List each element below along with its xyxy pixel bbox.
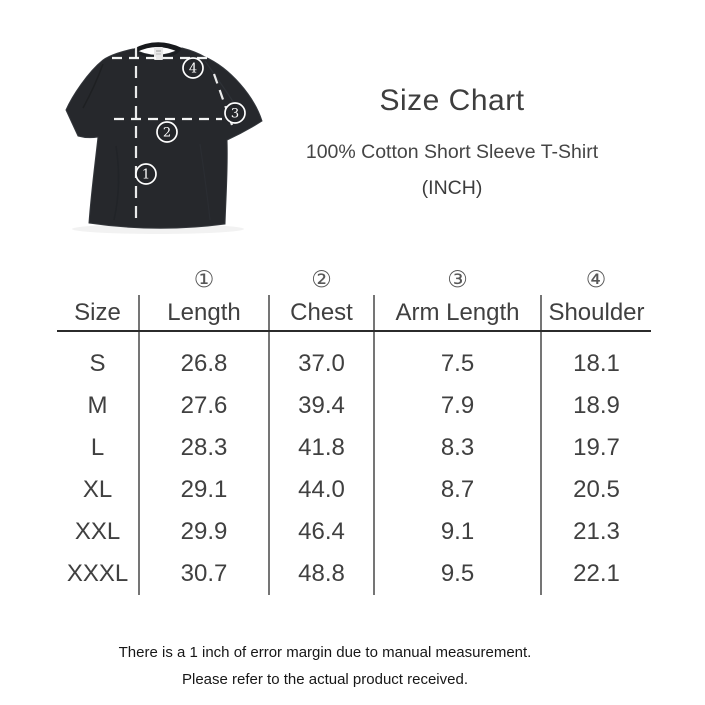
length-cell: 29.1 [139, 469, 270, 511]
measure-marker-2: 2 [156, 121, 178, 143]
fold-body-right [199, 143, 211, 221]
chest-cell: 46.4 [269, 511, 375, 553]
marker-circle-3 [224, 102, 246, 124]
chest-cell: 39.4 [269, 385, 375, 427]
collar-front [133, 48, 182, 59]
fold-left-sleeve [82, 63, 104, 109]
marker-row: ① ② ③ ④ [57, 264, 651, 295]
disclaimer: There is a 1 inch of error margin due to… [0, 639, 650, 693]
arm-length-cell: 8.3 [374, 427, 542, 469]
shoulder-cell: 21.3 [573, 518, 620, 545]
marker-circle-2 [156, 121, 178, 143]
column-marker-3: ③ [447, 266, 468, 293]
spacer-cell [139, 331, 270, 343]
product-subtitle: 100% Cotton Short Sleeve T-Shirt [305, 141, 599, 163]
size-table: ① ② ③ ④ Size Length Chest Arm Length Sho… [57, 264, 651, 595]
header-row: Size Length Chest Arm Length Shoulder [57, 295, 651, 332]
column-marker-2: ② [311, 266, 332, 293]
spacer-cell [374, 331, 542, 343]
table-row-xl: XL 29.1 44.0 8.7 20.5 [57, 469, 651, 511]
collar-back [133, 42, 182, 52]
table-row-s: S 26.8 37.0 7.5 18.1 [57, 343, 651, 385]
chest-cell: 48.8 [269, 553, 375, 595]
marker-digit-2: 2 [163, 126, 171, 141]
title-block: Size Chart 100% Cotton Short Sleeve T-Sh… [292, 84, 612, 200]
size-cell: XXXL [57, 553, 140, 595]
shoulder-cell: 18.1 [573, 350, 620, 377]
arm-length-cell: 9.1 [374, 511, 542, 553]
column-marker-empty [57, 264, 139, 295]
fold-right-sleeve [204, 60, 237, 107]
size-cell: S [57, 343, 140, 385]
column-marker-1: ① [193, 266, 215, 293]
size-cell: XL [57, 469, 140, 511]
arm-length-cell: 9.5 [374, 553, 542, 595]
column-header-length: Length [139, 295, 270, 332]
length-cell: 27.6 [139, 385, 270, 427]
shoulder-cell: 18.9 [573, 392, 620, 419]
arm-length-cell: 7.9 [374, 385, 542, 427]
marker-circle-4 [182, 57, 204, 79]
measure-marker-1: 1 [135, 163, 157, 185]
page-title: Size Chart [379, 84, 525, 117]
table-row-l: L 28.3 41.8 8.3 19.7 [57, 427, 651, 469]
marker-circle-1 [135, 163, 157, 185]
column-header-arm-length: Arm Length [374, 295, 542, 332]
tshirt-diagram: 4 3 2 1 [65, 42, 263, 234]
spacer-cell [541, 331, 651, 343]
spacer-cell [269, 331, 375, 343]
chest-cell: 41.8 [269, 427, 375, 469]
length-cell: 30.7 [139, 553, 270, 595]
table-row-xxxl: XXXL 30.7 48.8 9.5 22.1 [57, 553, 651, 595]
shoulder-cell: 20.5 [573, 476, 620, 503]
column-header-size: Size [57, 295, 140, 332]
tshirt-image: 4 3 2 1 [58, 24, 263, 236]
column-header-chest: Chest [269, 295, 375, 332]
arm-length-cell: 7.5 [374, 343, 542, 385]
measure-marker-3: 3 [224, 102, 246, 124]
size-cell: XXL [57, 511, 140, 553]
marker-digit-3: 3 [231, 107, 239, 122]
disclaimer-line-2: Please refer to the actual product recei… [182, 671, 468, 688]
chest-cell: 37.0 [269, 343, 375, 385]
length-cell: 28.3 [139, 427, 270, 469]
size-cell: L [57, 427, 140, 469]
spacer-cell [57, 331, 140, 343]
marker-digit-4: 4 [189, 62, 197, 77]
table-row-xxl: XXL 29.9 46.4 9.1 21.3 [57, 511, 651, 553]
column-header-shoulder: Shoulder [541, 295, 651, 332]
length-cell: 29.9 [139, 511, 270, 553]
column-marker-4: ④ [585, 266, 607, 293]
unit-label: (INCH) [421, 177, 483, 199]
length-cell: 26.8 [139, 343, 270, 385]
disclaimer-line-1: There is a 1 inch of error margin due to… [118, 644, 532, 661]
fold-body-left [113, 145, 120, 221]
arm-length-measure-line [212, 73, 234, 126]
shoulder-cell: 22.1 [573, 560, 620, 587]
arm-length-cell: 8.7 [374, 469, 542, 511]
shoulder-cell: 19.7 [573, 434, 620, 461]
chest-cell: 44.0 [269, 469, 375, 511]
size-cell: M [57, 385, 140, 427]
marker-digit-1: 1 [142, 168, 150, 183]
measure-marker-4: 4 [182, 57, 204, 79]
table-row-m: M 27.6 39.4 7.9 18.9 [57, 385, 651, 427]
spacer-row [57, 331, 651, 343]
